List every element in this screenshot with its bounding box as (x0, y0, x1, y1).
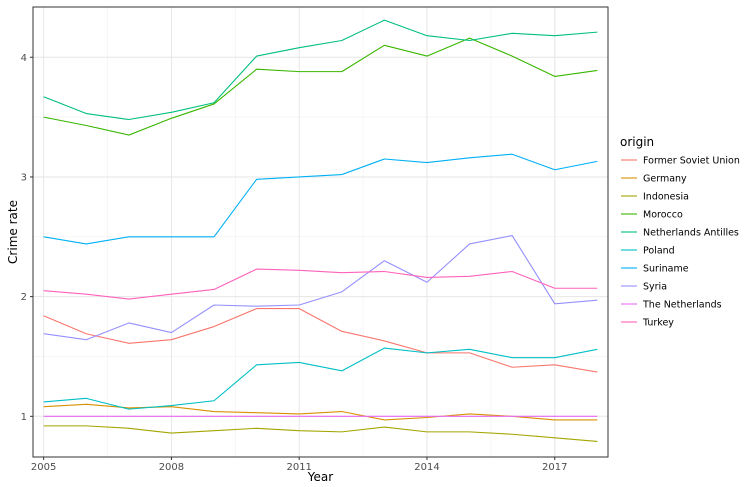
legend-label: Indonesia (643, 192, 689, 203)
legend-label: Germany (643, 174, 687, 185)
y-tick-label: 3 (21, 172, 27, 183)
legend-label: Netherlands Antilles (643, 228, 739, 239)
legend-label: Poland (643, 246, 675, 257)
y-tick-label: 4 (21, 53, 27, 64)
x-tick-label: 2005 (31, 462, 56, 473)
legend-label: Former Soviet Union (643, 156, 740, 167)
x-axis-title: Year (307, 470, 333, 484)
x-tick-label: 2011 (286, 462, 311, 473)
x-tick-label: 2014 (414, 462, 439, 473)
legend-label: Turkey (642, 318, 674, 329)
series-line (43, 153, 598, 245)
series-line (43, 268, 598, 300)
legend-label: Syria (643, 282, 667, 293)
series-line (43, 19, 598, 121)
y-axis: 1 2 3 4 (21, 53, 33, 423)
x-axis: 2005 2008 2011 2014 2017 (31, 457, 567, 473)
y-tick-label: 2 (21, 292, 27, 303)
series-line (43, 308, 598, 373)
legend-label: The Netherlands (642, 300, 722, 311)
x-tick-label: 2017 (542, 462, 567, 473)
y-tick-label: 1 (21, 412, 27, 423)
legend-title: origin (620, 135, 654, 149)
series-lines (43, 19, 598, 442)
y-axis-title: Crime rate (6, 200, 20, 264)
x-tick-label: 2008 (159, 462, 184, 473)
legend: origin Former Soviet Union Germany Indones… (620, 135, 740, 329)
legend-label: Suriname (643, 264, 689, 275)
series-line (43, 37, 598, 136)
plot-panel (33, 7, 608, 457)
plot-border (32, 6, 609, 458)
series-line (43, 425, 598, 442)
series-line (43, 235, 598, 341)
legend-label: Morocco (643, 210, 683, 221)
series-line (43, 347, 598, 410)
